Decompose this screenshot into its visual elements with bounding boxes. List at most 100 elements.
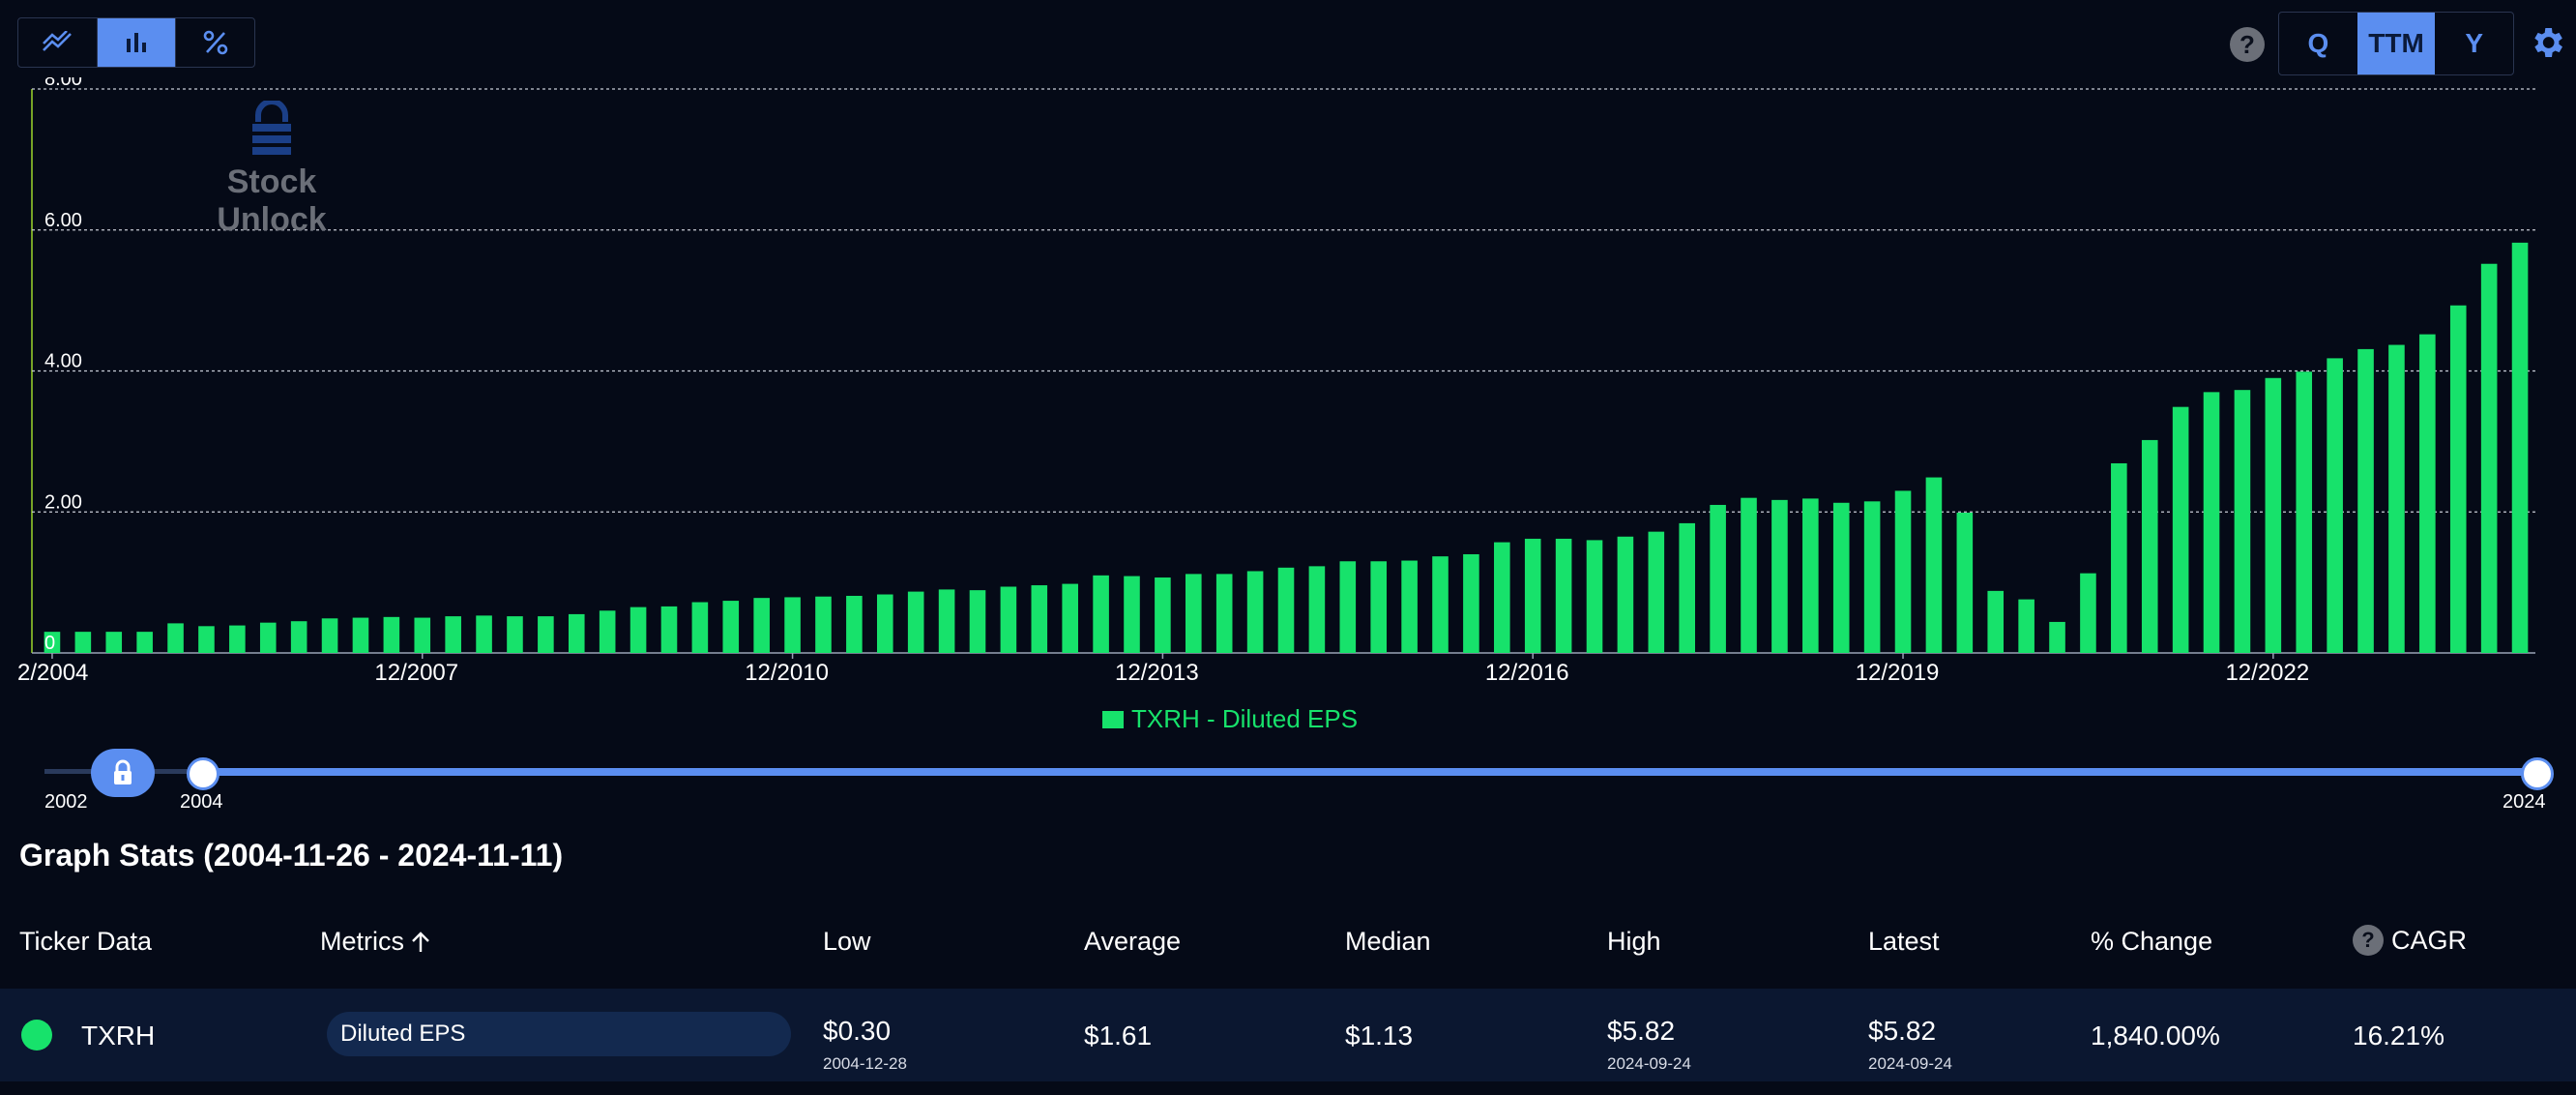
bar-chart-button[interactable] — [97, 18, 177, 67]
bar — [414, 617, 431, 653]
bar — [907, 591, 924, 653]
bar — [691, 602, 709, 653]
y-tick-label: 2.00 — [44, 491, 82, 513]
range-lock-button[interactable] — [91, 749, 155, 797]
bar — [1215, 574, 1233, 653]
bar — [1956, 512, 1974, 653]
line-chart-button[interactable] — [18, 18, 98, 67]
series-color-dot[interactable] — [21, 1020, 52, 1051]
bar — [1494, 542, 1510, 653]
bar — [1277, 567, 1295, 653]
header-change[interactable]: % Change — [2091, 927, 2213, 956]
header-cagr[interactable]: ? CAGR — [2353, 925, 2467, 956]
bar — [660, 606, 678, 653]
header-cagr-label: CAGR — [2391, 925, 2468, 955]
sort-up-arrow-icon — [412, 931, 429, 952]
row-high-date: 2024-09-24 — [1607, 1054, 1691, 1073]
bar — [1524, 538, 1541, 653]
cagr-help-icon[interactable]: ? — [2353, 925, 2384, 956]
bar — [1679, 522, 1696, 653]
gear-icon[interactable] — [2528, 23, 2566, 62]
slider-min-label: 2002 — [44, 791, 88, 813]
range-end-handle[interactable] — [2521, 757, 2554, 790]
bar — [136, 632, 153, 653]
bar — [2018, 599, 2034, 653]
bar — [352, 617, 369, 653]
range-start-handle[interactable] — [187, 757, 220, 790]
header-high[interactable]: High — [1607, 927, 1661, 956]
bar — [1031, 585, 1048, 653]
percent-button[interactable] — [176, 18, 254, 67]
bar — [1894, 490, 1912, 653]
bar — [105, 632, 123, 653]
bar — [2172, 406, 2189, 653]
bar — [2388, 344, 2405, 653]
y-tick-label: 6.00 — [44, 210, 82, 231]
bar — [1093, 575, 1109, 653]
legend-swatch — [1102, 710, 1124, 728]
bar — [2419, 334, 2436, 653]
bar — [1925, 477, 1943, 653]
bar — [784, 597, 801, 653]
header-latest[interactable]: Latest — [1868, 927, 1940, 956]
x-tick-label: 2/2004 — [17, 660, 88, 686]
bar — [938, 589, 955, 653]
bar — [321, 618, 338, 653]
bar — [538, 616, 554, 653]
header-ticker: Ticker Data — [19, 927, 153, 956]
bar — [259, 622, 277, 653]
bar — [1401, 560, 1418, 653]
bar — [2357, 348, 2374, 653]
bar — [1617, 536, 1634, 653]
bar — [2265, 377, 2282, 653]
bar — [1987, 590, 2005, 653]
period-y-button[interactable]: Y — [2465, 28, 2484, 58]
bar — [476, 615, 492, 653]
header-metrics[interactable]: Metrics — [320, 927, 431, 957]
bar — [815, 596, 832, 653]
line-chart-icon — [43, 31, 73, 51]
header-low[interactable]: Low — [823, 927, 871, 956]
bar-chart-icon — [127, 33, 146, 52]
x-tick-label: 12/2016 — [1485, 660, 1569, 686]
row-change: 1,840.00% — [2091, 1021, 2220, 1051]
bar — [568, 613, 585, 653]
bar — [1863, 501, 1881, 653]
row-latest: $5.82 — [1868, 1016, 1937, 1046]
x-tick-label: 12/2022 — [2225, 660, 2309, 686]
x-tick-label: 12/2007 — [374, 660, 458, 686]
bar — [722, 601, 740, 653]
bar — [2111, 462, 2127, 653]
header-average[interactable]: Average — [1084, 927, 1182, 956]
percent-icon — [203, 30, 227, 55]
bar — [2296, 371, 2313, 653]
row-latest-date: 2024-09-24 — [1868, 1054, 1952, 1073]
x-tick-label: 12/2019 — [1856, 660, 1940, 686]
bar — [2203, 392, 2220, 653]
bar — [1463, 553, 1479, 653]
bar — [198, 626, 215, 653]
row-high: $5.82 — [1607, 1016, 1676, 1046]
bar — [1339, 561, 1357, 653]
range-selection[interactable] — [203, 768, 2537, 776]
bar — [1432, 556, 1449, 653]
bar — [1186, 574, 1202, 653]
watermark-text: Stock Unlock — [217, 163, 327, 238]
metric-pill[interactable]: Diluted EPS — [327, 1012, 791, 1056]
chart-type-toggle — [17, 17, 255, 68]
period-q-button[interactable]: Q — [2307, 28, 2329, 58]
lock-icon — [114, 759, 132, 784]
chart-legend[interactable]: TXRH - Diluted EPS — [1102, 704, 1358, 734]
help-icon[interactable]: ? — [2230, 27, 2265, 62]
bar — [1648, 531, 1665, 653]
period-ttm-button[interactable]: TTM — [2356, 13, 2436, 74]
bar — [969, 590, 986, 653]
bar — [44, 632, 61, 653]
bar — [1586, 540, 1603, 653]
bar — [1555, 538, 1572, 653]
bar — [229, 625, 246, 653]
bar — [2141, 439, 2158, 653]
header-median[interactable]: Median — [1345, 927, 1431, 956]
period-toggle: Q TTM Y — [2278, 12, 2514, 75]
graph-stats-title: Graph Stats (2004-11-26 - 2024-11-11) — [19, 838, 564, 873]
